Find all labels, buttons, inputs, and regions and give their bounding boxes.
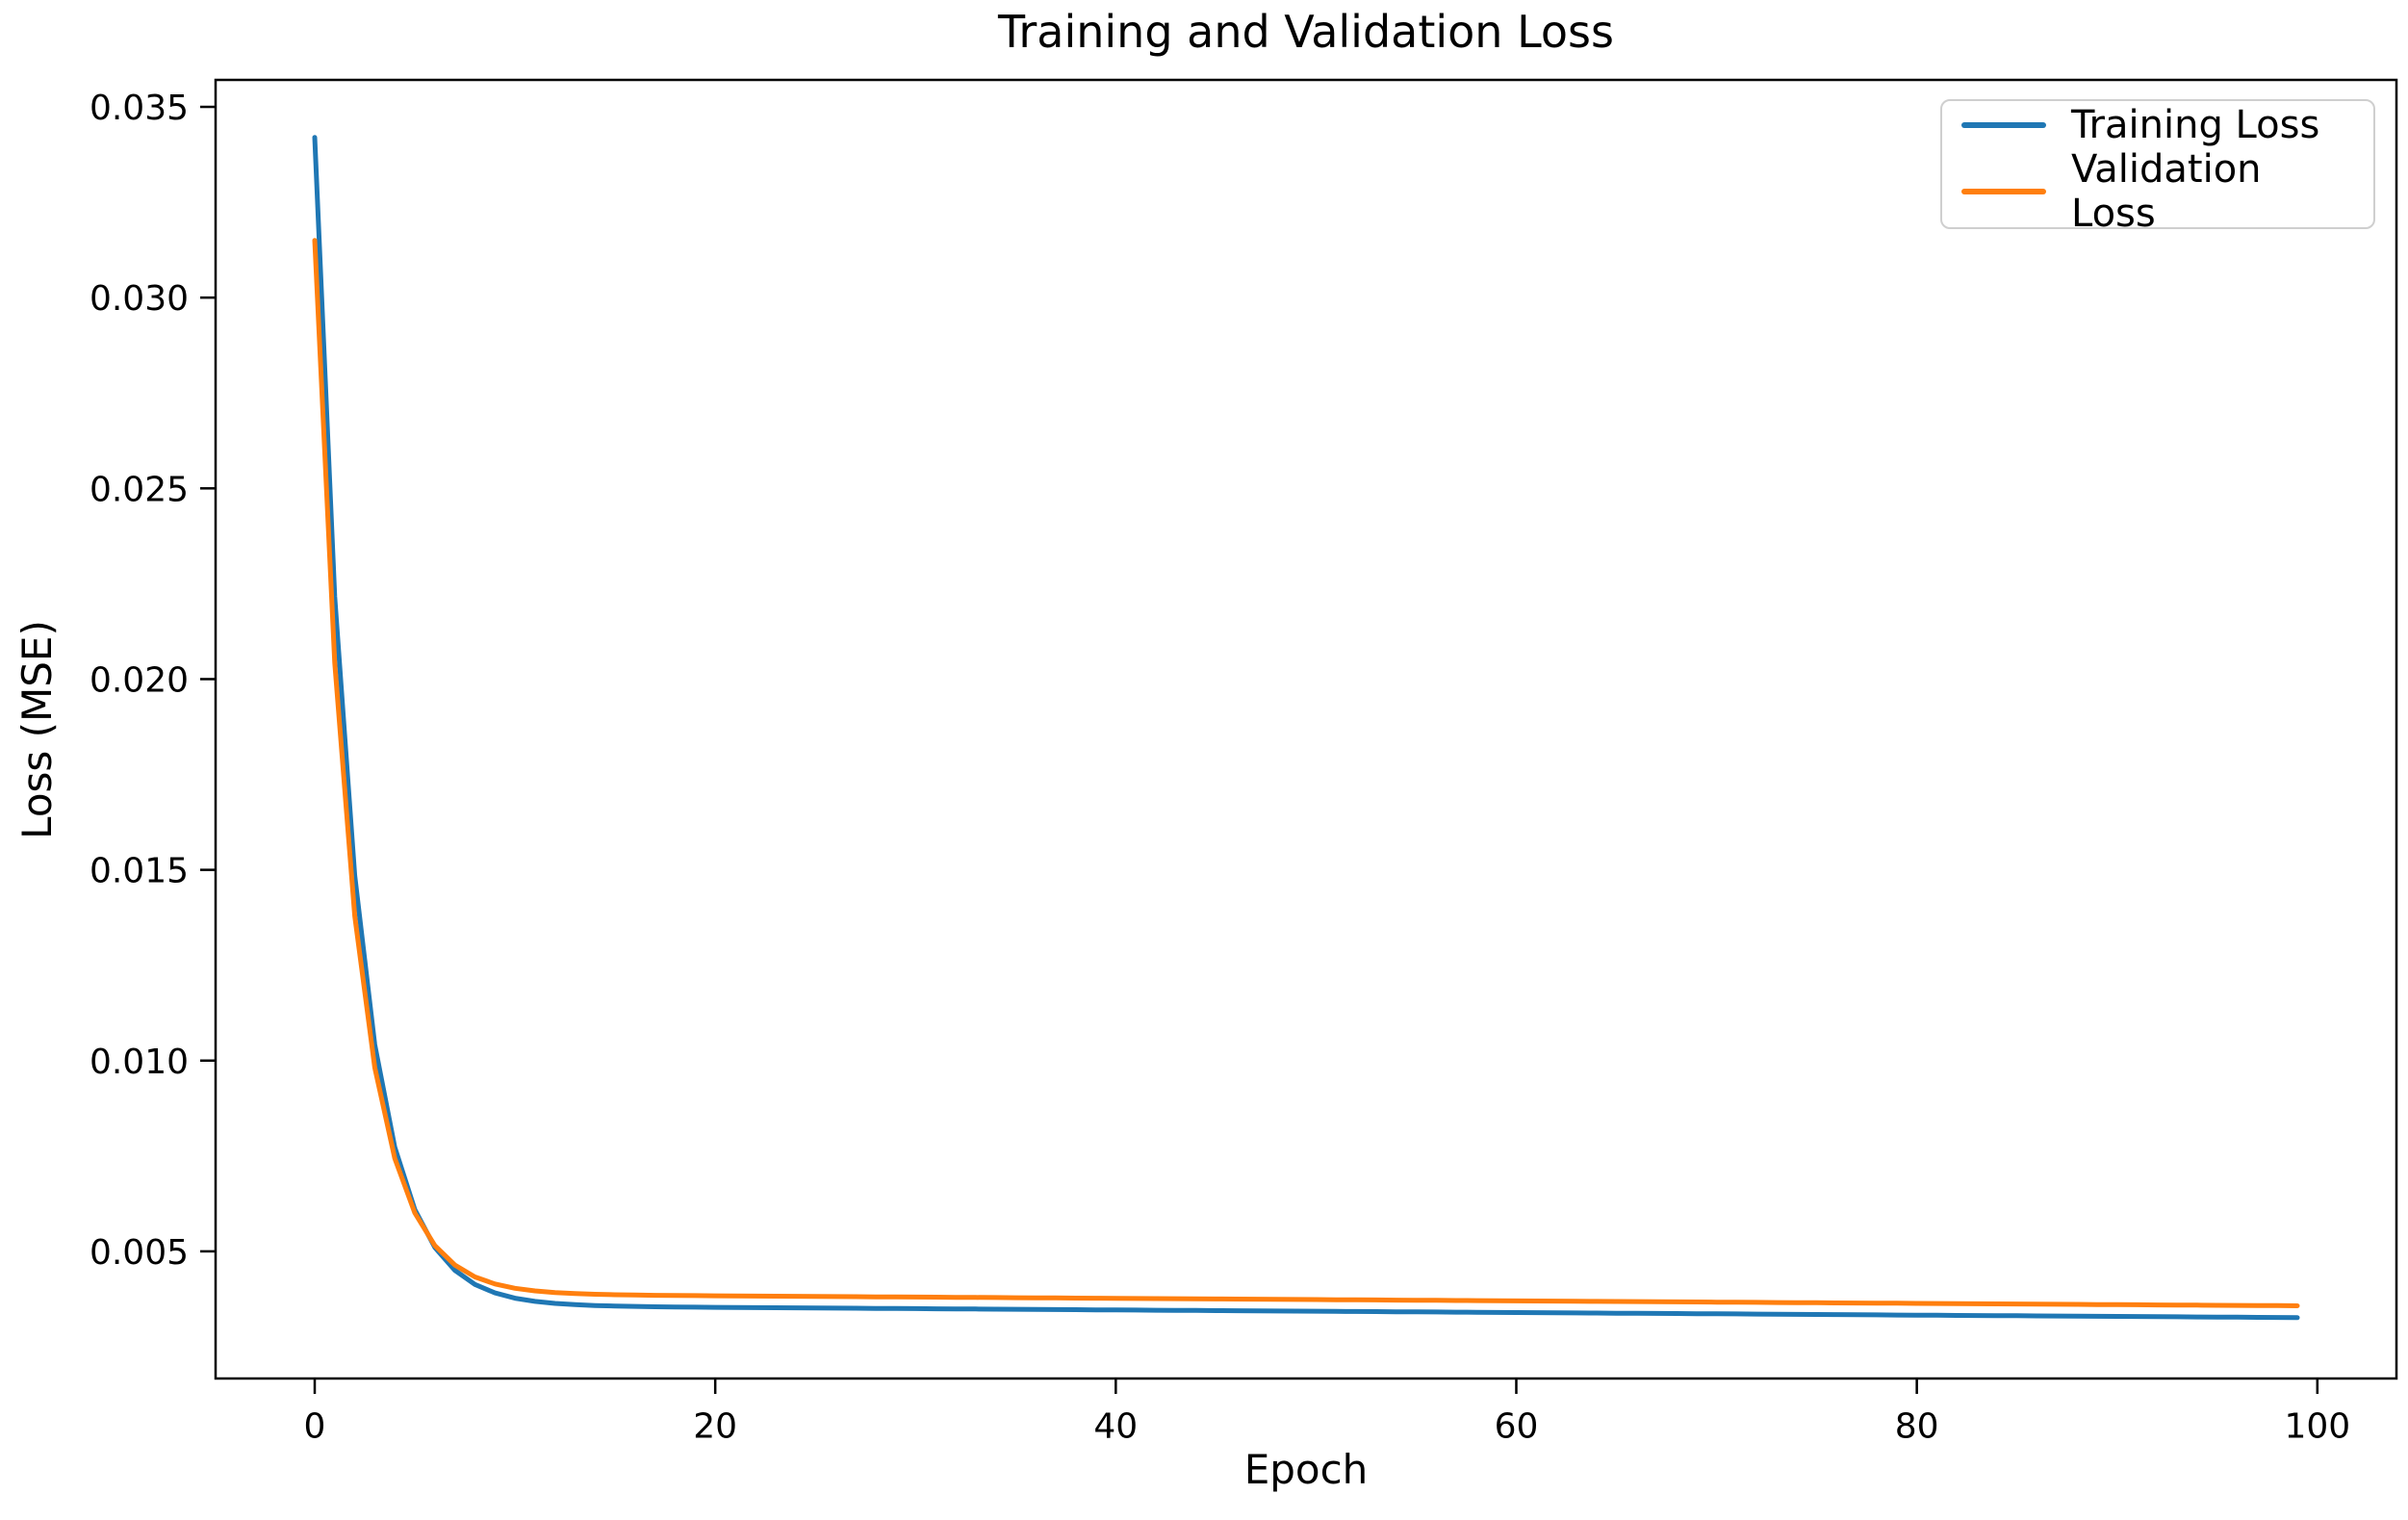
- y-tick-label: 0.020: [90, 660, 189, 700]
- y-tick-label: 0.010: [90, 1043, 189, 1082]
- y-axis-label: Loss (MSE): [13, 620, 61, 839]
- x-tick-label: 20: [693, 1407, 737, 1447]
- axes-spines: [214, 78, 2398, 1380]
- legend-label-validation-loss: Validation Loss: [2071, 147, 2262, 236]
- y-tick-label: 0.025: [90, 470, 189, 509]
- legend-label-training-loss: Training Loss: [2071, 103, 2320, 147]
- y-tick-label: 0.005: [90, 1233, 189, 1273]
- x-tick-label: 0: [304, 1407, 326, 1447]
- chart-title: Training and Validation Loss: [998, 6, 1614, 58]
- x-tick-label: 80: [1895, 1407, 1939, 1447]
- training-loss-line-swatch: [1961, 122, 2046, 128]
- y-tick-label: 0.015: [90, 852, 189, 891]
- legend-entry-validation-loss: Validation Loss: [1961, 147, 2354, 236]
- validation-loss-line: [312, 238, 2300, 1308]
- y-tick-label: 0.030: [90, 279, 189, 319]
- y-tick-label: 0.035: [90, 89, 189, 128]
- legend-entry-training-loss: Training Loss: [1961, 103, 2354, 147]
- legend: Training Loss Validation Loss: [1940, 99, 2375, 236]
- training-loss-line: [312, 135, 2300, 1321]
- x-tick-label: 60: [1495, 1407, 1539, 1447]
- x-axis-label: Epoch: [1243, 1446, 1369, 1493]
- validation-loss-line-swatch: [1961, 189, 2046, 194]
- x-tick-label: 40: [1093, 1407, 1138, 1447]
- x-tick-label: 100: [2284, 1407, 2350, 1447]
